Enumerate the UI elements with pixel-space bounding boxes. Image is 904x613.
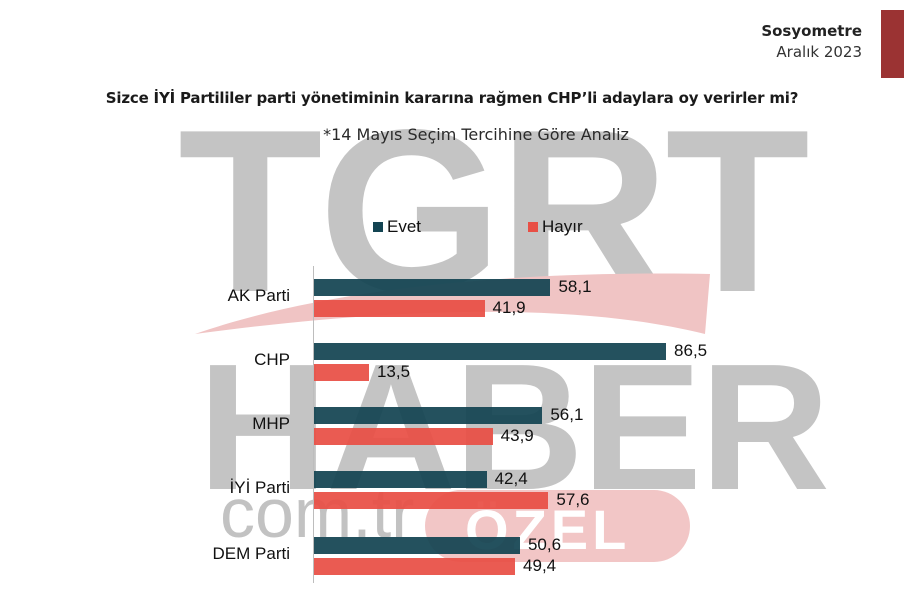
chart-subtitle: *14 Mayıs Seçim Tercihine Göre Analiz [323, 125, 629, 144]
bar-hayir [314, 428, 493, 445]
bar-hayir [314, 558, 516, 575]
bar-hayir [314, 364, 369, 381]
category-label: İYİ Parti [229, 478, 290, 497]
bar-value-label: 57,6 [556, 490, 590, 509]
bar-evet [314, 537, 520, 554]
watermark-haber: HABER [198, 327, 830, 528]
bar-hayir [314, 492, 549, 509]
watermark-com-tr: com.tr [220, 474, 415, 552]
brand-block: Sosyometre Aralık 2023 [761, 22, 862, 61]
y-axis-line [313, 266, 314, 583]
bar-value-label: 41,9 [492, 298, 526, 317]
legend-item-evet: Evet [373, 217, 421, 237]
bar-value-label: 13,5 [376, 362, 411, 381]
bar-value-label: 50,6 [527, 535, 562, 554]
legend-swatch-evet [373, 222, 383, 232]
bar-value-label: 56,1 [550, 405, 584, 424]
bar-value-label: 58,1 [558, 277, 592, 296]
bar-evet [314, 343, 667, 360]
category-label: DEM Parti [212, 544, 290, 563]
category-label: AK Parti [227, 286, 290, 305]
bar-value-label: 43,9 [500, 426, 534, 445]
bar-value-label: 49,4 [523, 556, 557, 575]
category-label: CHP [254, 350, 290, 369]
bar-evet [314, 471, 487, 488]
bar-evet [314, 279, 551, 296]
brand-accent-bar [881, 10, 904, 78]
chart-title: Sizce İYİ Partililer parti yönetiminin k… [105, 89, 799, 107]
bar-hayir [314, 300, 485, 317]
legend-label-evet: Evet [387, 217, 422, 236]
bar-evet [314, 407, 543, 424]
brand-name: Sosyometre [761, 22, 862, 40]
bar-value-label: 86,5 [674, 341, 708, 360]
category-label: MHP [252, 414, 290, 433]
report-date: Aralık 2023 [776, 43, 862, 61]
legend-swatch-hayir [528, 222, 538, 232]
legend-item-hayir: Hayır [528, 217, 583, 237]
bar-value-label: 42,4 [494, 469, 528, 488]
legend-label-hayir: Hayır [542, 217, 583, 236]
